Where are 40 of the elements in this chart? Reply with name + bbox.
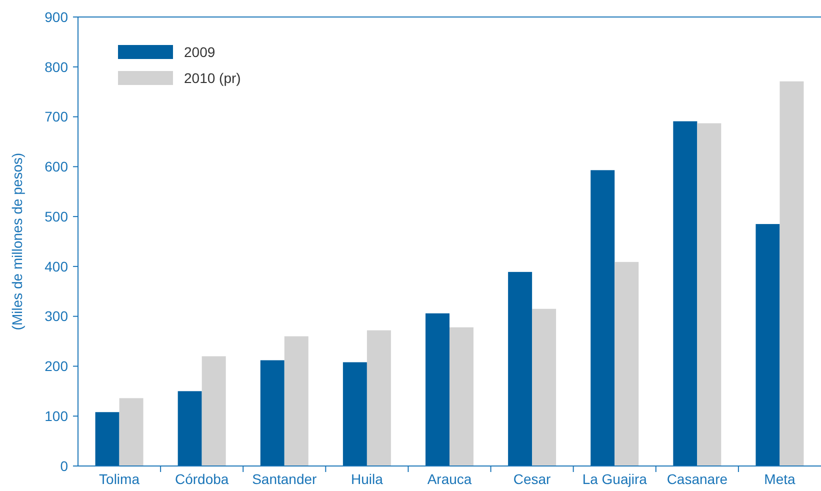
x-tick-label: Casanare [666,471,728,487]
bar [450,327,474,466]
x-tick-label: Huila [350,471,384,487]
x-tick-label: Arauca [427,471,472,487]
y-tick-label: 900 [44,8,68,25]
y-tick-label: 800 [44,58,68,75]
y-tick-label: 200 [44,358,68,374]
y-tick-label: 400 [44,258,68,274]
bar [673,121,698,466]
bar [756,224,780,466]
y-tick-label: 700 [44,108,68,125]
legend-label: 2010 (pr) [184,70,241,86]
bar [590,170,615,466]
x-tick-label: Tolima [99,471,140,487]
legend-label: 2009 [184,44,216,60]
bar [780,81,804,466]
x-tick-label: Córdoba [174,471,229,487]
bar [697,123,722,466]
x-tick-label: Cesar [513,471,552,487]
y-tick-label: 300 [44,308,68,324]
bar [508,272,532,466]
x-tick-label: Santander [252,471,318,487]
bar [532,308,556,466]
bar [119,398,144,466]
x-tick-label: La Guajira [582,471,648,487]
y-tick-label: 600 [44,158,68,175]
bar [95,412,120,466]
bar [178,391,202,466]
bar [426,313,450,466]
y-tick-label: 100 [44,408,68,424]
bar [342,362,367,466]
y-axis-title: (Miles de millones de pesos) [9,152,25,330]
y-tick-label: 500 [44,208,68,224]
bar [260,360,284,466]
bar [366,330,391,466]
bar [614,262,639,466]
bar [284,336,308,466]
y-tick-label: 0 [60,458,68,474]
x-tick-label: Meta [764,471,796,487]
bar [202,356,226,466]
